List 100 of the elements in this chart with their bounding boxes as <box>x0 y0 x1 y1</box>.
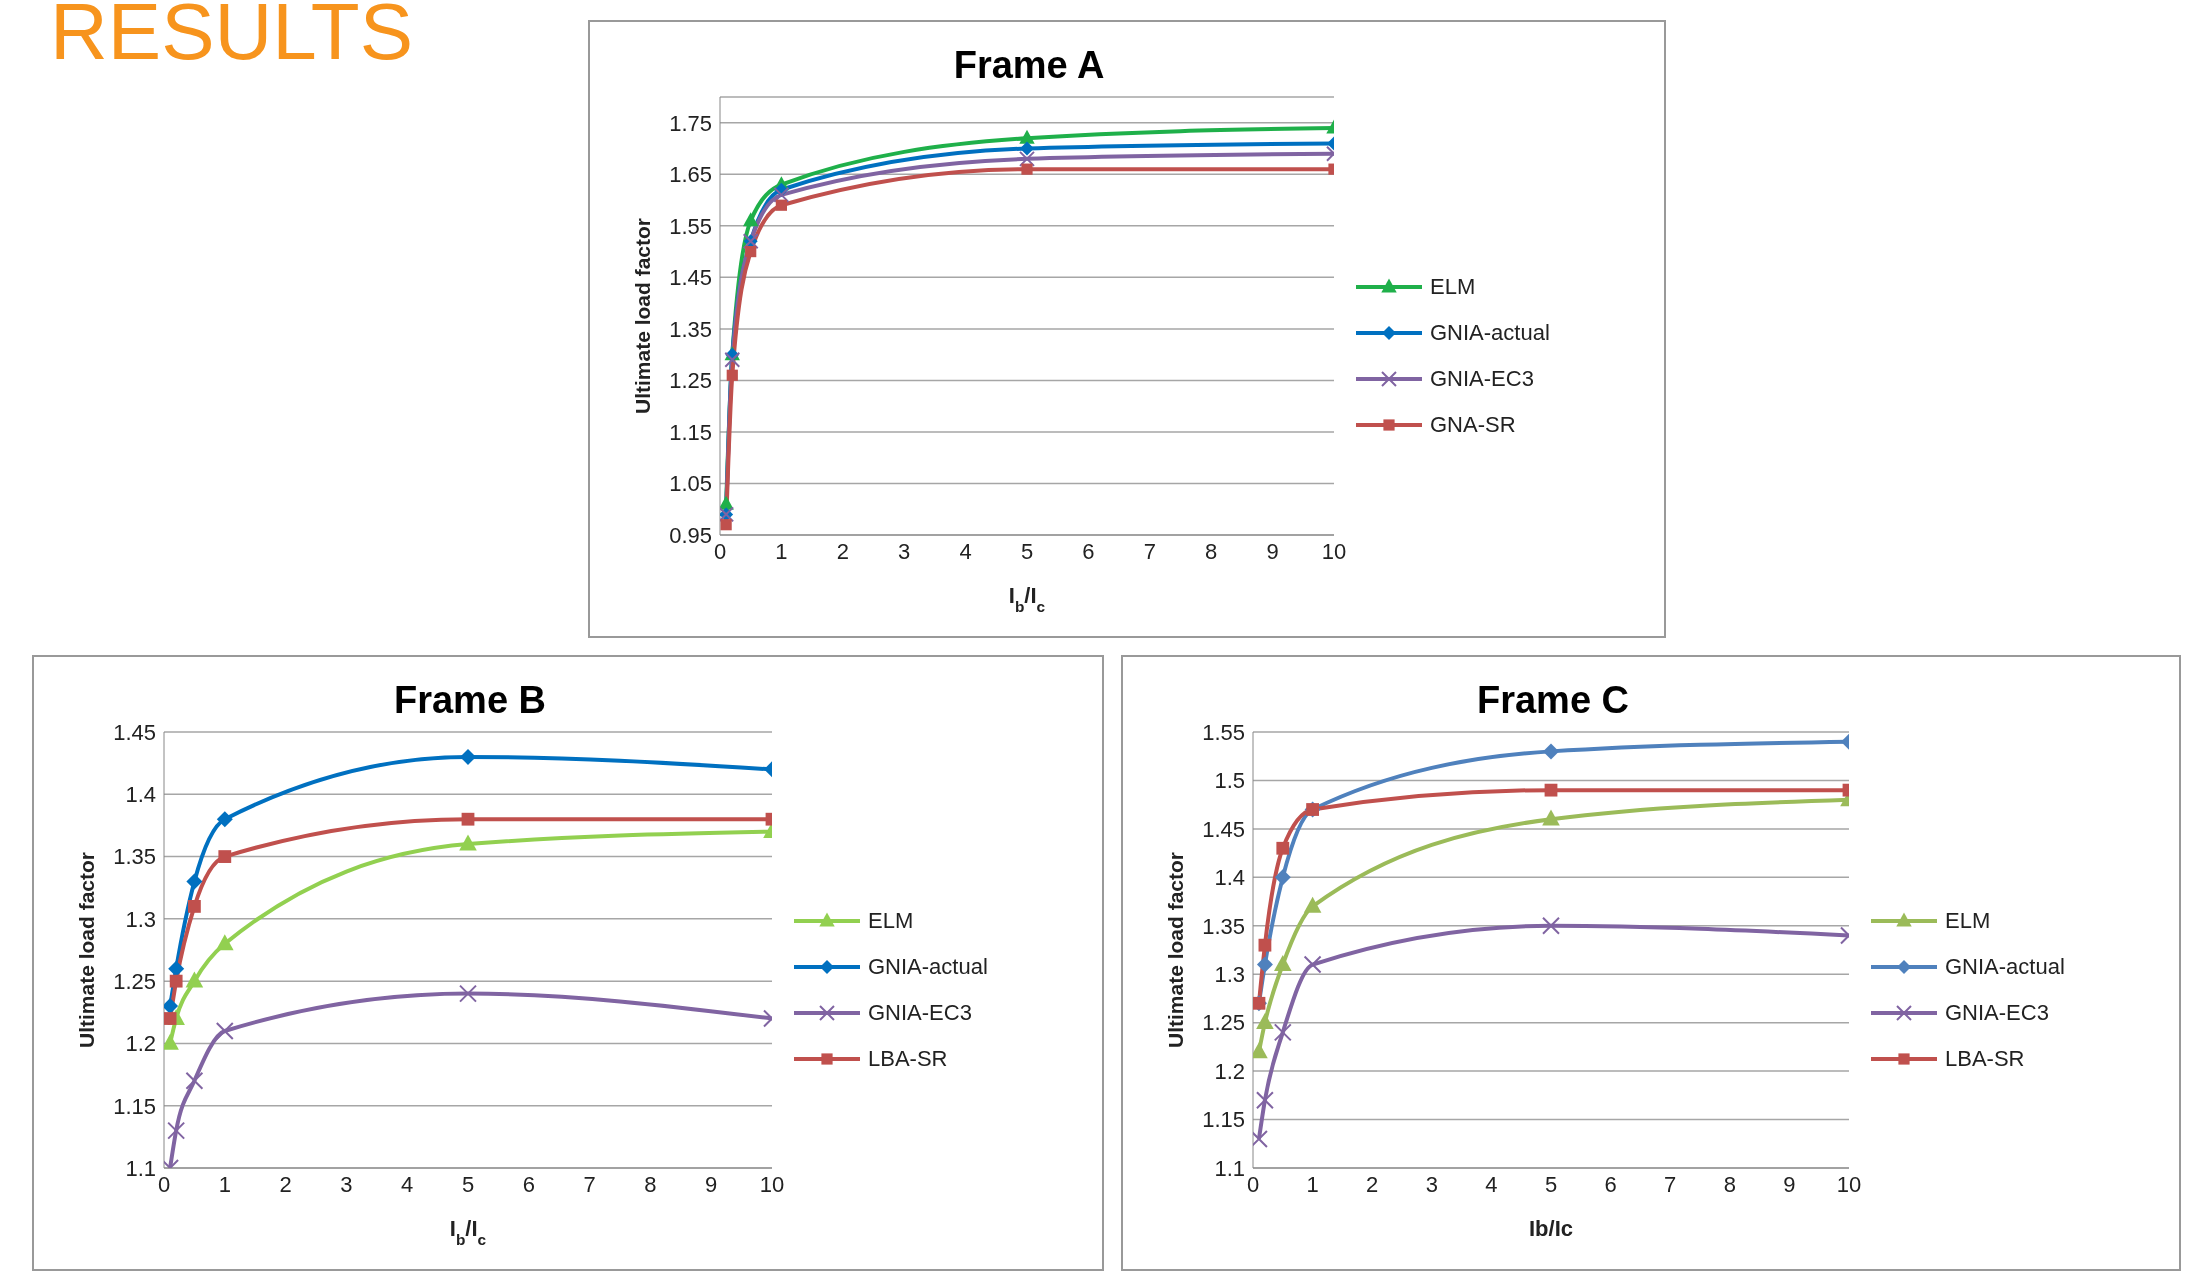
point <box>168 960 185 977</box>
y-tick-label: 1.1 <box>125 1155 156 1181</box>
x-tick-label: 6 <box>522 1171 535 1197</box>
x-tick-label: 0 <box>713 538 727 564</box>
x-tick-label: 4 <box>1485 1171 1498 1197</box>
y-tick-label: 1.25 <box>1202 1010 1245 1036</box>
x-tick-label: 7 <box>1143 538 1156 564</box>
x-tick-label: 0 <box>157 1171 171 1197</box>
x-tick-label: 4 <box>959 538 972 564</box>
legend-label: GNIA-actual <box>868 954 988 980</box>
legend-label: GNIA-EC3 <box>1945 1000 2049 1026</box>
x-tick-label: 8 <box>1205 538 1218 564</box>
y-tick-label: 1.5 <box>1214 768 1245 794</box>
legend-label: ELM <box>1430 274 1476 300</box>
point <box>460 748 476 765</box>
y-tick-label: 1.4 <box>1214 865 1245 891</box>
y-tick-label: 1.75 <box>669 110 712 136</box>
y-axis-title: Ultimate load factor <box>75 851 98 1049</box>
y-axis-title: Ultimate load factor <box>631 217 654 415</box>
point <box>1542 809 1560 826</box>
x-axis-title: I$_{b}$/I$_{c}$ <box>1008 583 1046 615</box>
x-tick-label: 10 <box>1321 538 1347 564</box>
x-tick-label: 3 <box>340 1171 353 1197</box>
point <box>1258 938 1272 952</box>
legend-label: ELM <box>868 908 914 934</box>
point <box>775 199 787 211</box>
x-tick-label: 9 <box>1783 1171 1796 1197</box>
x-tick-label: 9 <box>1266 538 1279 564</box>
point <box>1542 916 1560 935</box>
x-tick-label: 8 <box>644 1171 657 1197</box>
point <box>1020 141 1034 156</box>
point <box>185 1071 204 1090</box>
x-tick-label: 3 <box>898 538 911 564</box>
x-tick-label: 2 <box>836 538 849 564</box>
chart-title: Frame C <box>1476 679 1630 721</box>
y-tick-label: 1.25 <box>669 368 712 394</box>
x-axis-title: Ib/Ic <box>1528 1216 1574 1241</box>
point <box>186 873 203 890</box>
y-tick-label: 1.4 <box>125 782 156 808</box>
x-tick-label: 3 <box>1425 1171 1438 1197</box>
point <box>218 850 232 863</box>
y-tick-label: 1.35 <box>669 316 712 342</box>
x-tick-label: 4 <box>401 1171 414 1197</box>
legend-label: GNIA-EC3 <box>1430 366 1534 392</box>
point <box>1255 1091 1274 1110</box>
legend-label: GNIA-EC3 <box>868 1000 972 1026</box>
y-tick-label: 1.2 <box>1214 1058 1245 1084</box>
legend-label: LBA-SR <box>868 1046 948 1072</box>
y-tick-label: 1.15 <box>1202 1107 1245 1133</box>
y-tick-label: 1.3 <box>125 906 156 932</box>
chart-title: Frame B <box>393 679 547 721</box>
legend-label: LBA-SR <box>1945 1046 2025 1072</box>
y-tick-label: 1.2 <box>125 1031 156 1057</box>
y-tick-label: 1.3 <box>1214 962 1245 988</box>
point <box>1276 841 1290 855</box>
point <box>1543 743 1559 760</box>
point <box>724 351 741 368</box>
x-tick-label: 0 <box>1246 1171 1260 1197</box>
y-tick-label: 1.55 <box>1202 719 1245 745</box>
point <box>164 998 179 1015</box>
x-tick-label: 1 <box>218 1171 231 1197</box>
point <box>216 811 233 828</box>
y-tick-label: 1.15 <box>113 1093 156 1119</box>
point <box>164 1012 177 1025</box>
legend-label: ELM <box>1945 908 1991 934</box>
x-tick-label: 7 <box>1664 1171 1677 1197</box>
y-tick-label: 1.35 <box>1202 913 1245 939</box>
y-tick-label: 0.95 <box>669 522 712 548</box>
x-tick-label: 6 <box>1082 538 1095 564</box>
x-tick-label: 6 <box>1604 1171 1617 1197</box>
x-tick-label: 8 <box>1723 1171 1736 1197</box>
y-tick-label: 1.45 <box>113 719 156 745</box>
y-tick-label: 1.25 <box>113 968 156 994</box>
legend-label: GNIA-actual <box>1430 320 1550 346</box>
x-axis-title: I$_{b}$/I$_{c}$ <box>449 1216 487 1248</box>
chart-title: Frame A <box>952 44 1106 87</box>
point <box>743 212 759 227</box>
point <box>215 1021 234 1040</box>
point <box>1303 896 1322 913</box>
point <box>1019 150 1035 167</box>
x-tick-label: 2 <box>279 1171 292 1197</box>
point <box>1256 956 1273 973</box>
legend-label: GNA-SR <box>1430 412 1516 438</box>
point <box>1273 1023 1292 1042</box>
point <box>1019 129 1035 144</box>
point <box>1544 783 1558 797</box>
point <box>773 186 790 203</box>
text: RESULTS <box>50 0 414 76</box>
x-tick-label: 1 <box>1306 1171 1319 1197</box>
y-tick-label: 1.05 <box>669 471 712 497</box>
point <box>185 971 204 988</box>
point <box>169 974 183 988</box>
point <box>720 519 732 531</box>
point <box>459 984 477 1003</box>
legend-label: GNIA-actual <box>1945 954 2065 980</box>
x-tick-label: 2 <box>1366 1171 1379 1197</box>
x-tick-label: 9 <box>705 1171 718 1197</box>
x-tick-label: 7 <box>583 1171 596 1197</box>
point <box>461 812 475 826</box>
point <box>216 934 234 951</box>
